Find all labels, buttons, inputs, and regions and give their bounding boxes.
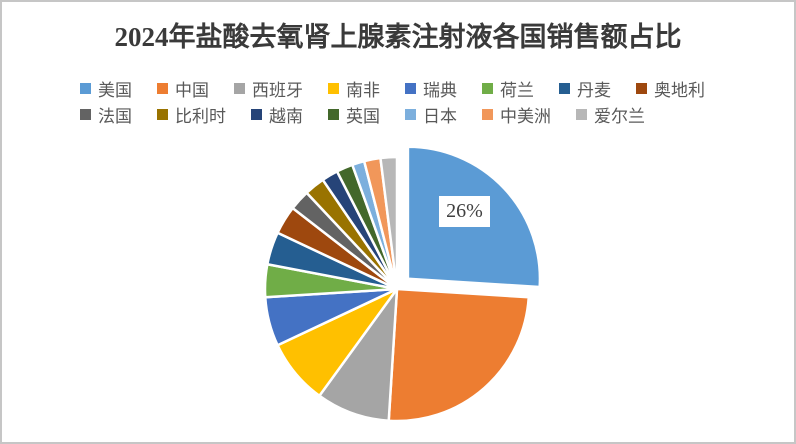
legend-swatch-比利时 [157,108,168,120]
legend-label: 中国 [175,80,209,100]
legend-label: 英国 [346,106,380,126]
legend-label: 南非 [346,80,380,100]
legend-swatch-西班牙 [234,82,245,94]
legend-item-南非[interactable]: 南非 [328,76,380,101]
legend-item-美国[interactable]: 美国 [80,76,132,101]
legend-item-中美洲[interactable]: 中美洲 [482,102,551,127]
legend-label: 法国 [98,106,132,126]
legend-row-2: 法国 比利时 越南 英国 日本 中美洲 爱尔兰 [80,101,770,127]
legend-item-奥地利[interactable]: 奥地利 [636,76,705,101]
legend-swatch-日本 [405,108,416,120]
legend-item-日本[interactable]: 日本 [405,102,457,127]
legend-label: 瑞典 [423,80,457,100]
legend-swatch-越南 [251,108,262,120]
legend-swatch-瑞典 [405,82,416,94]
legend-item-爱尔兰[interactable]: 爱尔兰 [576,102,645,127]
legend-swatch-奥地利 [636,82,647,94]
data-label-text: 26% [446,200,483,222]
legend-label: 美国 [98,80,132,100]
legend-label: 荷兰 [500,80,534,100]
legend-item-丹麦[interactable]: 丹麦 [559,76,611,101]
data-label-box: 26% [439,196,490,227]
pie-slice-爱尔兰[interactable] [379,155,399,291]
legend-item-比利时[interactable]: 比利时 [157,102,226,127]
legend-item-英国[interactable]: 英国 [328,102,380,127]
chart-title: 2024年盐酸去氧肾上腺素注射液各国销售额占比 [114,22,682,52]
legend-swatch-南非 [328,82,339,94]
legend-swatch-中美洲 [482,108,493,120]
legend-swatch-法国 [80,108,91,120]
legend-swatch-美国 [80,82,91,94]
legend-label: 中美洲 [500,106,551,126]
legend-item-荷兰[interactable]: 荷兰 [482,76,534,101]
pie-slice-中国[interactable] [387,287,530,423]
legend-swatch-爱尔兰 [576,108,587,120]
legend: 美国 中国 西班牙 南非 瑞典 荷兰 丹麦 奥地利 法国 比利时 越南 英国 日本 中美洲 爱尔兰 [80,75,770,127]
legend-label: 爱尔兰 [594,106,645,126]
legend-label: 比利时 [175,106,226,126]
legend-item-西班牙[interactable]: 西班牙 [234,76,303,101]
legend-label: 奥地利 [654,80,705,100]
legend-row-1: 美国 中国 西班牙 南非 瑞典 荷兰 丹麦 奥地利 [80,75,770,101]
legend-swatch-中国 [157,82,168,94]
legend-label: 西班牙 [252,80,303,100]
legend-item-中国[interactable]: 中国 [157,76,209,101]
legend-item-瑞典[interactable]: 瑞典 [405,76,457,101]
legend-label: 日本 [423,106,457,126]
legend-swatch-丹麦 [559,82,570,94]
legend-swatch-英国 [328,108,339,120]
legend-label: 越南 [269,106,303,126]
legend-label: 丹麦 [577,80,611,100]
legend-item-法国[interactable]: 法国 [80,102,132,127]
legend-item-越南[interactable]: 越南 [251,102,303,127]
legend-swatch-荷兰 [482,82,493,94]
